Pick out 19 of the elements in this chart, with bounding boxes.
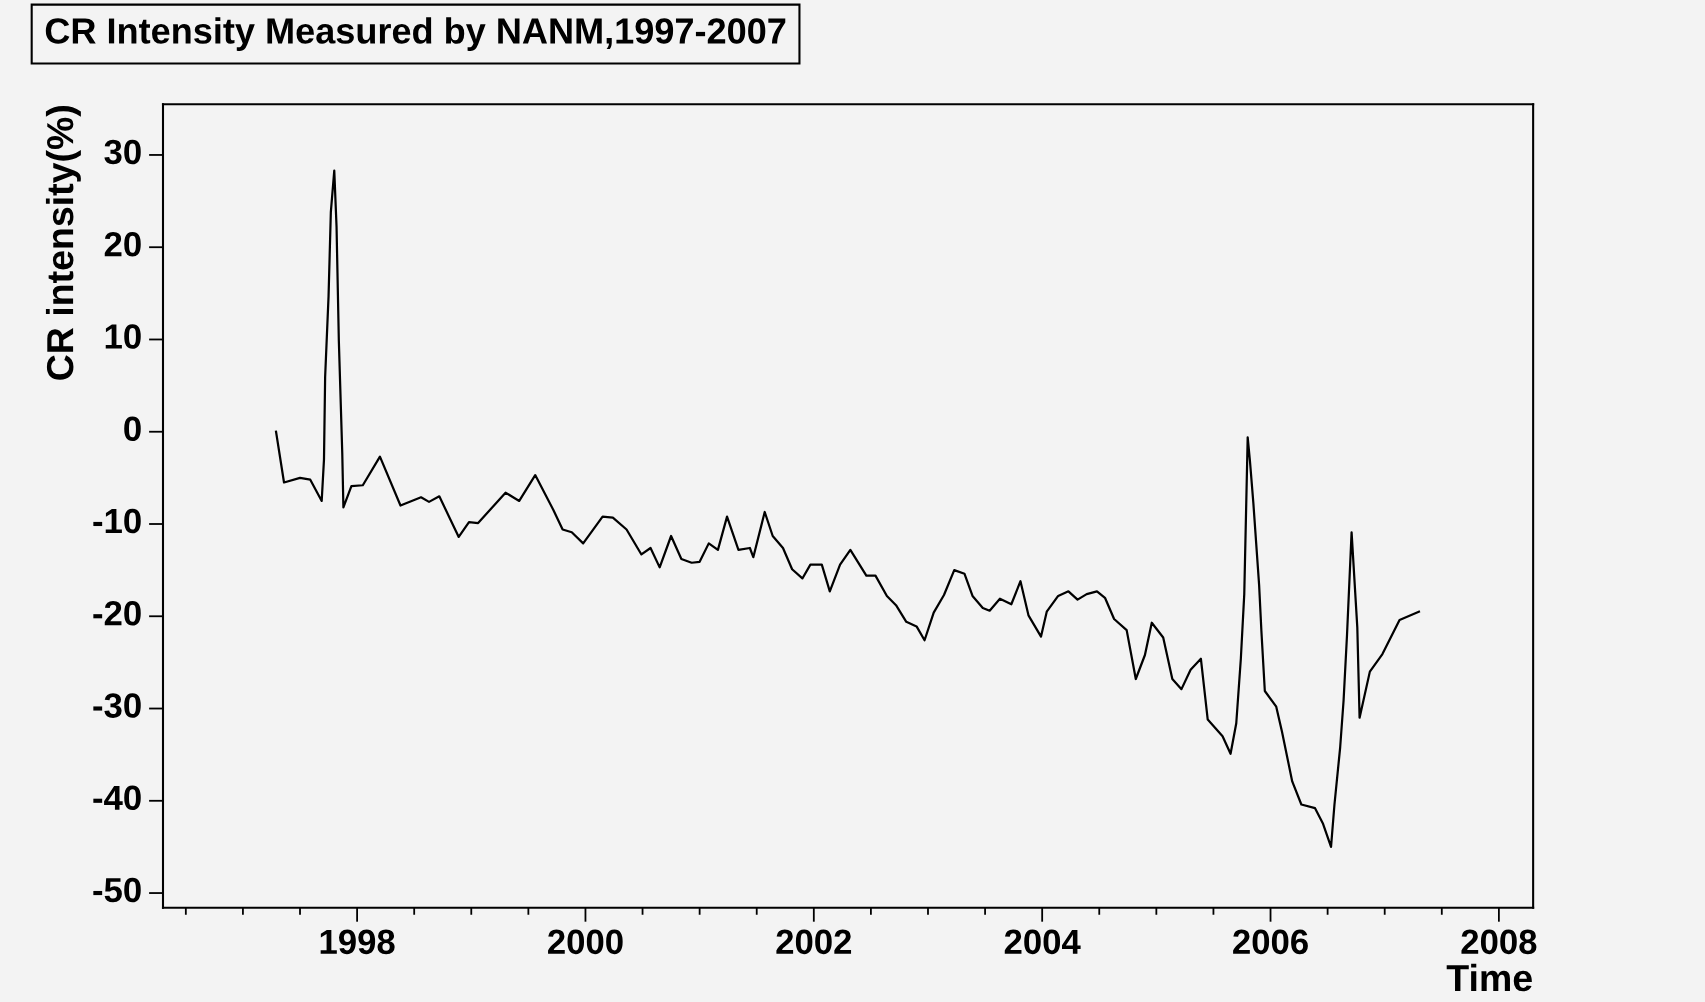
y-tick-label: 0 bbox=[124, 416, 141, 442]
x-axis-title: Time bbox=[1446, 963, 1532, 992]
y-tick-label: 20 bbox=[104, 231, 141, 257]
chart-title: CR Intensity Measured by NANM,1997-2007 bbox=[45, 17, 786, 51]
x-tick-label: 2004 bbox=[1004, 929, 1081, 955]
y-axis-title: CR intensity(%) bbox=[45, 106, 81, 380]
y-tick-label: 30 bbox=[104, 139, 141, 165]
line-series bbox=[274, 169, 1421, 849]
y-tick-label: -50 bbox=[93, 877, 141, 903]
x-tick-label: 2002 bbox=[776, 929, 852, 955]
y-tick-label: -20 bbox=[93, 601, 141, 626]
x-tick-label: 1998 bbox=[320, 929, 395, 955]
y-tick-label: -40 bbox=[93, 785, 141, 811]
x-tick-label: 2006 bbox=[1233, 929, 1308, 955]
x-tick-label: 2000 bbox=[548, 929, 623, 955]
x-tick-label: 2008 bbox=[1461, 929, 1537, 955]
y-tick-label: -30 bbox=[93, 693, 141, 718]
y-tick-label: -10 bbox=[93, 508, 141, 534]
y-tick-label: 10 bbox=[105, 324, 141, 349]
